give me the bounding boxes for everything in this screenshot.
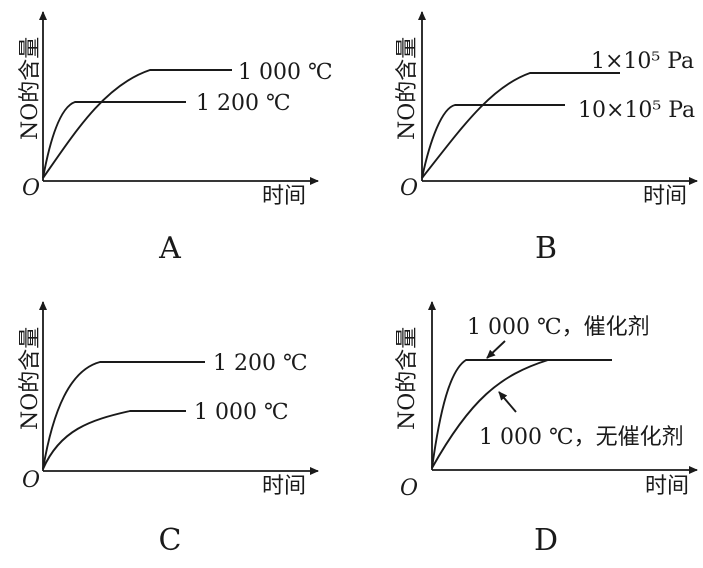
panel-b-curve-1e5pa [421, 72, 620, 179]
panel-d: 1 000 ℃，催化剂 1 000 ℃，无催化剂 NO的含量 时间 O D [395, 301, 698, 558]
panel-b-curve-10e5pa [421, 104, 565, 179]
panel-b-origin: O [400, 176, 418, 201]
panel-d-arrow-no-catalyst [498, 391, 517, 413]
panel-c-label-1200c: 1 200 ℃ [213, 351, 308, 376]
panel-c-title: C [159, 523, 182, 558]
panel-c-label-1000c: 1 000 ℃ [194, 400, 289, 425]
panel-d-label-no-catalyst: 1 000 ℃，无催化剂 [479, 425, 684, 450]
panel-a-curve-1000c [42, 69, 232, 179]
panel-d-label-catalyst: 1 000 ℃，催化剂 [467, 315, 650, 340]
panel-d-title: D [534, 523, 558, 558]
panel-c-curve-1200c [42, 361, 205, 470]
panel-d-curve-no-catalyst [431, 359, 549, 469]
panel-a-label-1200c: 1 200 ℃ [196, 91, 291, 116]
panel-c: 1 200 ℃ 1 000 ℃ NO的含量 时间 O C [18, 301, 319, 558]
panel-b-label-10e5pa: 10×10⁵ Pa [578, 98, 695, 123]
panel-b-x-label: 时间 [643, 184, 687, 209]
panel-b-label-1e5pa: 1×10⁵ Pa [591, 49, 694, 74]
panel-a-x-label: 时间 [262, 184, 306, 209]
panel-a: 1 000 ℃ 1 200 ℃ NO的含量 时间 O A [18, 11, 333, 266]
panel-d-x-label: 时间 [645, 474, 689, 499]
panel-b: 1×10⁵ Pa 10×10⁵ Pa NO的含量 时间 O B [395, 11, 698, 266]
panel-d-y-label: NO的含量 [395, 327, 420, 430]
panel-a-y-label: NO的含量 [18, 37, 43, 140]
panel-b-title: B [535, 231, 557, 266]
panel-a-origin: O [22, 176, 40, 201]
panel-a-title: A [158, 231, 181, 266]
panel-d-curve-catalyst [431, 359, 612, 469]
panel-c-origin: O [22, 468, 40, 493]
panel-c-y-label: NO的含量 [18, 327, 43, 430]
panel-c-x-label: 时间 [262, 474, 306, 499]
panel-d-origin: O [400, 476, 418, 501]
panel-c-curve-1000c [42, 410, 186, 470]
panel-d-arrow-catalyst [486, 340, 506, 359]
panel-b-y-label: NO的含量 [395, 37, 420, 140]
panel-a-curve-1200c [42, 101, 186, 179]
panel-a-label-1000c: 1 000 ℃ [238, 60, 333, 85]
